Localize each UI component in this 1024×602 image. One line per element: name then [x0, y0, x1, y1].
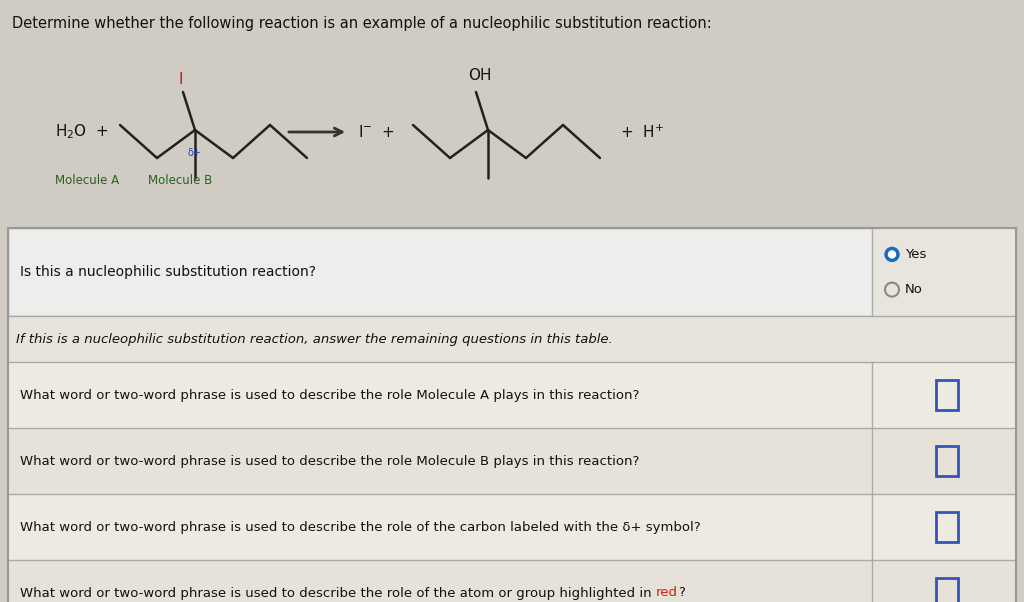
Text: What word or two-word phrase is used to describe the role Molecule B plays in th: What word or two-word phrase is used to … [20, 455, 639, 468]
Text: What word or two-word phrase is used to describe the role of the atom or group h: What word or two-word phrase is used to … [20, 586, 656, 600]
Text: Yes: Yes [905, 248, 927, 261]
Text: +  H$^{+}$: + H$^{+}$ [620, 123, 664, 141]
Bar [8, 428, 1016, 494]
Bar [8, 228, 1016, 316]
Text: H$_2$O  +: H$_2$O + [55, 123, 109, 141]
Circle shape [889, 251, 896, 258]
Text: Is this a nucleophilic substitution reaction?: Is this a nucleophilic substitution reac… [20, 265, 316, 279]
Bar [936, 512, 958, 542]
Bar [872, 228, 1016, 316]
Bar [8, 362, 1016, 428]
Text: Molecule A: Molecule A [55, 174, 119, 187]
Bar [8, 494, 1016, 560]
Text: No: No [905, 283, 923, 296]
Bar [936, 446, 958, 476]
Text: What word or two-word phrase is used to describe the role of the carbon labeled : What word or two-word phrase is used to … [20, 521, 700, 533]
Text: If this is a nucleophilic substitution reaction, answer the remaining questions : If this is a nucleophilic substitution r… [16, 332, 612, 346]
Text: What word or two-word phrase is used to describe the role Molecule A plays in th: What word or two-word phrase is used to … [20, 388, 639, 402]
Bar [8, 228, 1016, 602]
Bar [8, 316, 1016, 362]
Bar [8, 560, 1016, 602]
Text: I: I [179, 72, 183, 87]
Text: ?: ? [678, 586, 685, 600]
Text: Determine whether the following reaction is an example of a nucleophilic substit: Determine whether the following reaction… [12, 16, 712, 31]
Circle shape [885, 247, 899, 261]
Text: Molecule B: Molecule B [148, 174, 212, 187]
Text: red: red [656, 586, 678, 600]
Bar [936, 380, 958, 410]
Text: I$^{-}$  +: I$^{-}$ + [358, 124, 395, 140]
Text: δ+: δ+ [187, 148, 201, 158]
Text: OH: OH [468, 67, 492, 82]
Bar [936, 578, 958, 602]
